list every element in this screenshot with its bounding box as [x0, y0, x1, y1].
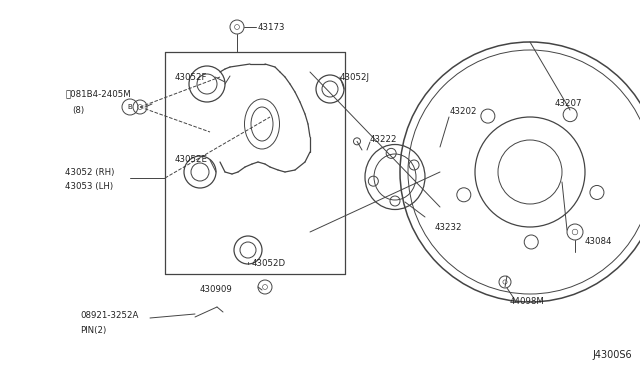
Text: 43084: 43084 — [585, 237, 612, 247]
Text: 43052 (RH): 43052 (RH) — [65, 167, 115, 176]
Text: 08921-3252A: 08921-3252A — [80, 311, 138, 321]
Text: Ⓒ081B4-2405M: Ⓒ081B4-2405M — [66, 90, 132, 99]
Text: 43052J: 43052J — [340, 73, 370, 81]
Text: 430909: 430909 — [200, 285, 233, 295]
Text: J4300S6: J4300S6 — [593, 350, 632, 360]
Text: B: B — [127, 104, 132, 110]
Text: (8): (8) — [72, 106, 84, 115]
Text: 43052F: 43052F — [175, 73, 207, 81]
Text: 43222: 43222 — [370, 135, 397, 144]
Text: PIN(2): PIN(2) — [80, 326, 106, 334]
Text: 43053 (LH): 43053 (LH) — [65, 182, 113, 190]
Text: 44098M: 44098M — [510, 298, 545, 307]
Text: 43173: 43173 — [258, 22, 285, 32]
Text: 43052D: 43052D — [252, 260, 286, 269]
Text: 43207: 43207 — [555, 99, 582, 109]
Text: 43052E: 43052E — [175, 155, 208, 164]
Text: 43232: 43232 — [435, 222, 463, 231]
Text: 43202: 43202 — [450, 108, 477, 116]
